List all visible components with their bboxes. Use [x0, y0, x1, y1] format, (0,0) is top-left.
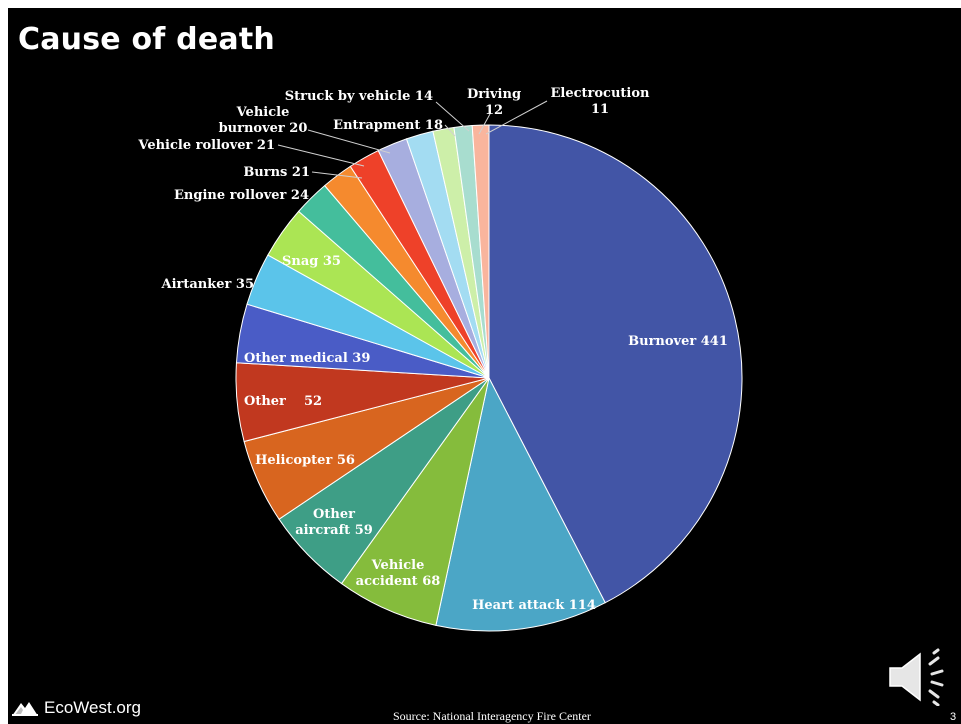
speaker-icon[interactable]: [886, 648, 956, 706]
slice-label: Heart attack 114: [472, 598, 596, 613]
slice-label: Other medical 39: [244, 351, 370, 366]
leader-line: [485, 100, 548, 135]
leader-line: [435, 101, 470, 132]
leader-line: [277, 144, 365, 167]
slice-label: Helicopter 56: [255, 453, 355, 468]
pie-chart: Burnover 441 Heart attack 114 Vehicle accid…: [137, 86, 743, 632]
slide: Cause of death Burnover 441 Heart attack …: [8, 8, 961, 724]
slice-label: Vehicle rollover 21: [137, 138, 275, 153]
pie-slice-electrocution-11: [471, 124, 490, 379]
slice-label: Vehicle accident 68: [356, 558, 441, 589]
slice-label: Burns 21: [243, 165, 310, 180]
slice-label: Vehicle burnover 20: [219, 105, 308, 136]
slide-title: Cause of death: [18, 22, 275, 57]
leader-line: [311, 171, 363, 179]
slice-label: Airtanker 35: [161, 277, 255, 292]
source-note: Source: National Interagency Fire Center: [393, 709, 591, 723]
slice-label: Struck by vehicle 14: [285, 89, 433, 104]
slice-label: Engine rollover 24: [174, 188, 309, 203]
mountain-logo-icon: [12, 702, 38, 716]
page-number: 3: [950, 711, 957, 723]
pie-slice-burnover-441: [488, 124, 743, 604]
ecowest-logo: EcoWest.org: [12, 698, 141, 718]
leader-line: [478, 113, 491, 135]
slice-label: Electrocution 11: [551, 86, 651, 117]
pie-slice-heart-attack-114: [435, 376, 606, 632]
leader-line: [444, 124, 456, 137]
slice-label: Snag 35: [282, 254, 341, 269]
slice-label: Entrapment 18: [333, 118, 443, 133]
leader-line: [307, 129, 391, 154]
slice-label: Other aircraft 59: [295, 507, 373, 538]
logo-text: EcoWest.org: [44, 698, 142, 717]
slice-label: Driving 12: [467, 87, 521, 118]
slice-label: Burnover 441: [628, 334, 728, 349]
slice-label: Other 52: [244, 394, 322, 409]
